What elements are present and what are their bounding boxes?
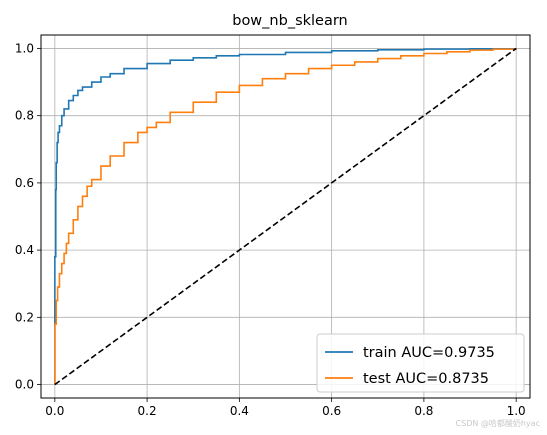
legend-label: test AUC=0.8735: [363, 371, 489, 387]
y-tick-label: 0.2: [15, 310, 34, 324]
series-line-1: [54, 48, 517, 385]
chart-title: bow_nb_sklearn: [232, 13, 348, 29]
y-tick-label: 0.0: [15, 378, 34, 392]
grid: [41, 35, 530, 398]
y-tick-label: 0.8: [15, 109, 34, 123]
y-tick-label: 0.6: [15, 176, 34, 190]
axes: 0.0 0.2 0.4 0.6 0.8 1.0 0.0 0.2 0.4 0.6 0.8 1.0: [15, 41, 526, 418]
diagonal-reference-line: [54, 47, 517, 386]
legend-box: [316, 333, 525, 393]
legend: train AUC=0.9735 test AUC=0.8735: [316, 333, 525, 393]
y-tick-label: 1.0: [15, 41, 34, 55]
series-line-0: [54, 47, 517, 385]
watermark: CSDN @哈都酸奶hyac: [456, 418, 540, 428]
y-tick-label: 0.4: [15, 243, 34, 257]
series-lines: [54, 47, 517, 386]
x-tick-label: 0.6: [322, 404, 341, 418]
legend-label: train AUC=0.9735: [363, 345, 495, 361]
x-tick-label: 0.4: [230, 404, 249, 418]
x-tick-label: 1.0: [507, 404, 526, 418]
x-tick-label: 0.0: [45, 404, 64, 418]
x-tick-label: 0.8: [414, 404, 433, 418]
plot-frame: [40, 34, 531, 399]
x-tick-label: 0.2: [138, 404, 157, 418]
